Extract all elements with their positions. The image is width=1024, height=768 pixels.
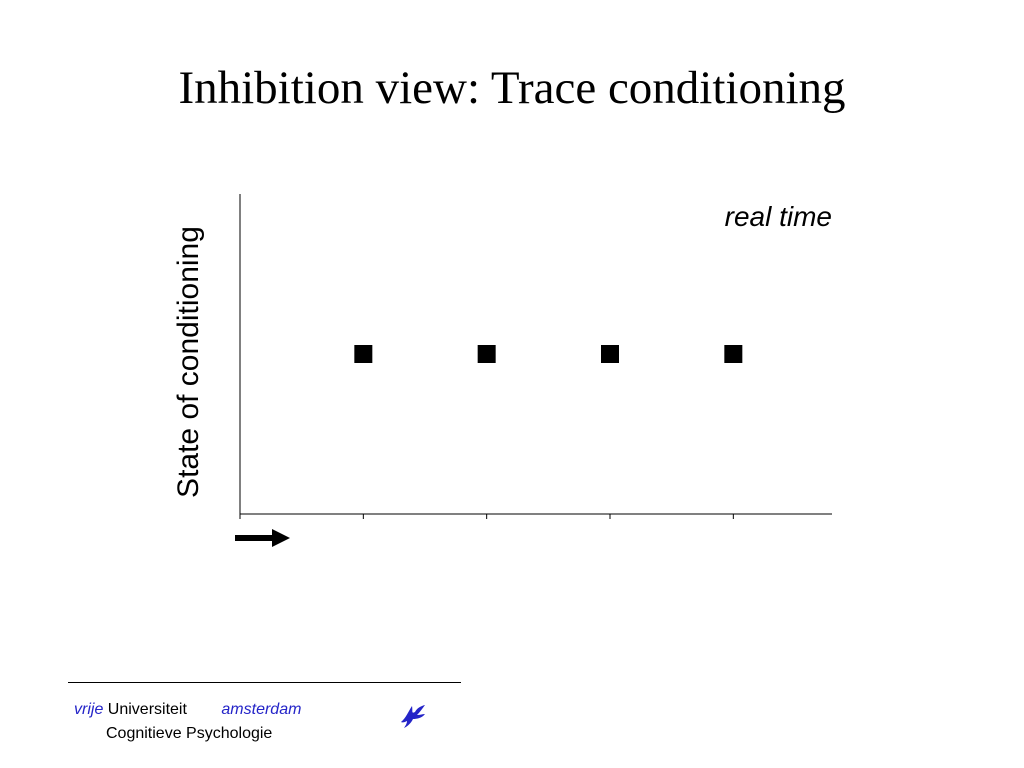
- data-point-1: [354, 345, 373, 363]
- footer-word-amsterdam: amsterdam: [221, 701, 302, 718]
- x-axis-label: real time: [724, 201, 832, 232]
- data-point-2: [477, 345, 496, 363]
- data-point-4: [724, 345, 743, 363]
- y-axis-label: State of conditioning: [172, 226, 205, 498]
- data-point-3: [601, 345, 619, 363]
- griffin-logo-icon: [401, 705, 425, 728]
- footer-department: Cognitieve Psychologie: [106, 725, 273, 742]
- footer-word-universiteit: Universiteit: [107, 701, 187, 718]
- time-arrow-icon: [235, 529, 290, 547]
- footer-university: vrije Universiteit amsterdam: [74, 700, 301, 720]
- slide-title: Inhibition view: Trace conditioning: [178, 62, 846, 114]
- footer-divider: [68, 682, 461, 683]
- footer-word-vrije: vrije: [74, 701, 104, 718]
